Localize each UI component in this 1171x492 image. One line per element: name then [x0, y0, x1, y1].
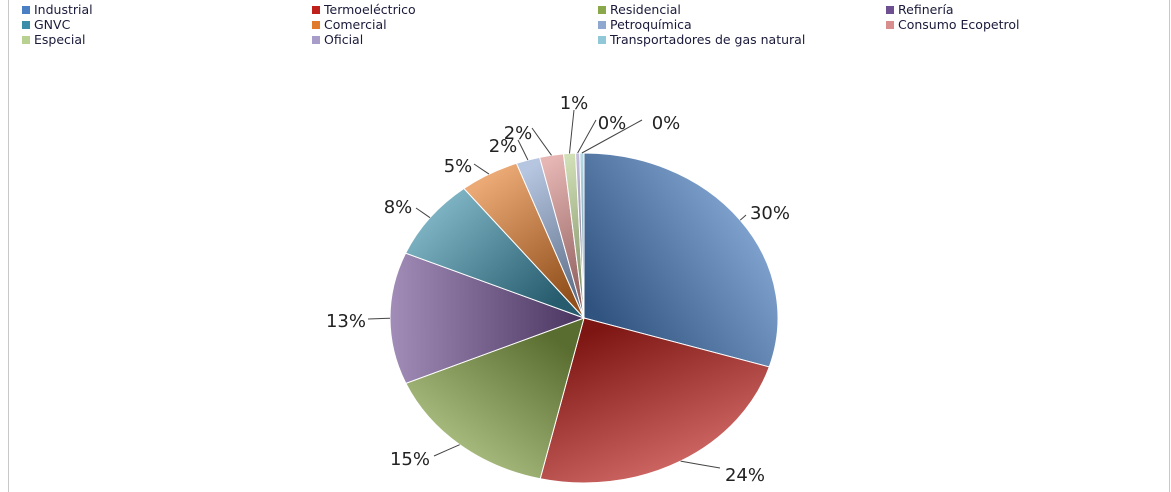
data-label-oficial: 0%: [598, 113, 627, 134]
legend-swatch: [312, 5, 320, 14]
legend-item-refineria: Refinería: [886, 2, 954, 17]
legend-label: Residencial: [610, 2, 681, 17]
leader-line: [569, 109, 575, 154]
data-label-especial: 1%: [560, 93, 589, 114]
data-label-transportadores-de-gas-natural: 0%: [652, 113, 681, 134]
legend-swatch: [886, 20, 894, 29]
leader-line: [581, 119, 643, 154]
legend-label: Industrial: [34, 2, 93, 17]
legend-label: GNVC: [34, 17, 71, 32]
legend-label: Termoeléctrico: [324, 2, 416, 17]
pie-slice-gnvc: [404, 187, 585, 319]
leader-line: [433, 444, 460, 457]
legend-item-comercial: Comercial: [312, 17, 387, 32]
legend-swatch: [22, 5, 30, 14]
leader-line: [415, 207, 431, 219]
data-label-gnvc: 8%: [384, 197, 413, 218]
data-label-consumo-ecopetrol: 2%: [504, 123, 533, 144]
legend-swatch: [598, 35, 606, 44]
legend-item-transportadores-de-gas-natural: Transportadores de gas natural: [598, 32, 805, 47]
legend-swatch: [886, 5, 894, 14]
legend-item-especial: Especial: [22, 32, 86, 47]
legend-label: Petroquímica: [610, 17, 692, 32]
legend-item-petroquimica: Petroquímica: [598, 17, 692, 32]
leader-line: [367, 317, 391, 320]
legend-item-industrial: Industrial: [22, 2, 93, 17]
data-label-comercial: 5%: [444, 156, 473, 177]
legend-label: Especial: [34, 32, 86, 47]
legend-label: Refinería: [898, 2, 954, 17]
leader-line: [517, 139, 529, 161]
leader-line: [531, 127, 552, 156]
legend-item-oficial: Oficial: [312, 32, 363, 47]
data-label-industrial: 30%: [750, 203, 790, 224]
legend-item-consumo-ecopetrol: Consumo Ecopetrol: [886, 17, 1019, 32]
leader-line: [680, 460, 721, 469]
data-label-termoelectrico: 24%: [725, 465, 765, 486]
pie-slice-termoelectrico: [539, 317, 770, 484]
data-label-residencial: 15%: [390, 449, 430, 470]
legend-swatch: [312, 20, 320, 29]
legend-item-termoelectrico: Termoeléctrico: [312, 2, 416, 17]
legend-swatch: [598, 20, 606, 29]
leader-line: [739, 214, 747, 221]
leader-line: [577, 119, 597, 154]
data-label-petroquimica: 2%: [489, 136, 518, 157]
legend-swatch: [22, 20, 30, 29]
data-label-refineria: 13%: [326, 311, 366, 332]
legend-swatch: [598, 5, 606, 14]
chart-frame: [8, 0, 1170, 492]
legend-item-gnvc: GNVC: [22, 17, 70, 32]
pie-slice-refineria: [389, 252, 586, 384]
legend-label: Consumo Ecopetrol: [898, 17, 1020, 32]
legend-item-residencial: Residencial: [598, 2, 681, 17]
legend-label: Comercial: [324, 17, 387, 32]
pie-slice-industrial: [583, 152, 779, 368]
legend-label: Oficial: [324, 32, 364, 47]
leader-line: [473, 163, 490, 175]
legend-swatch: [22, 35, 30, 44]
legend-label: Transportadores de gas natural: [610, 32, 806, 47]
legend-swatch: [312, 35, 320, 44]
pie-slice-transportadores-de-gas-natural: [579, 152, 585, 319]
